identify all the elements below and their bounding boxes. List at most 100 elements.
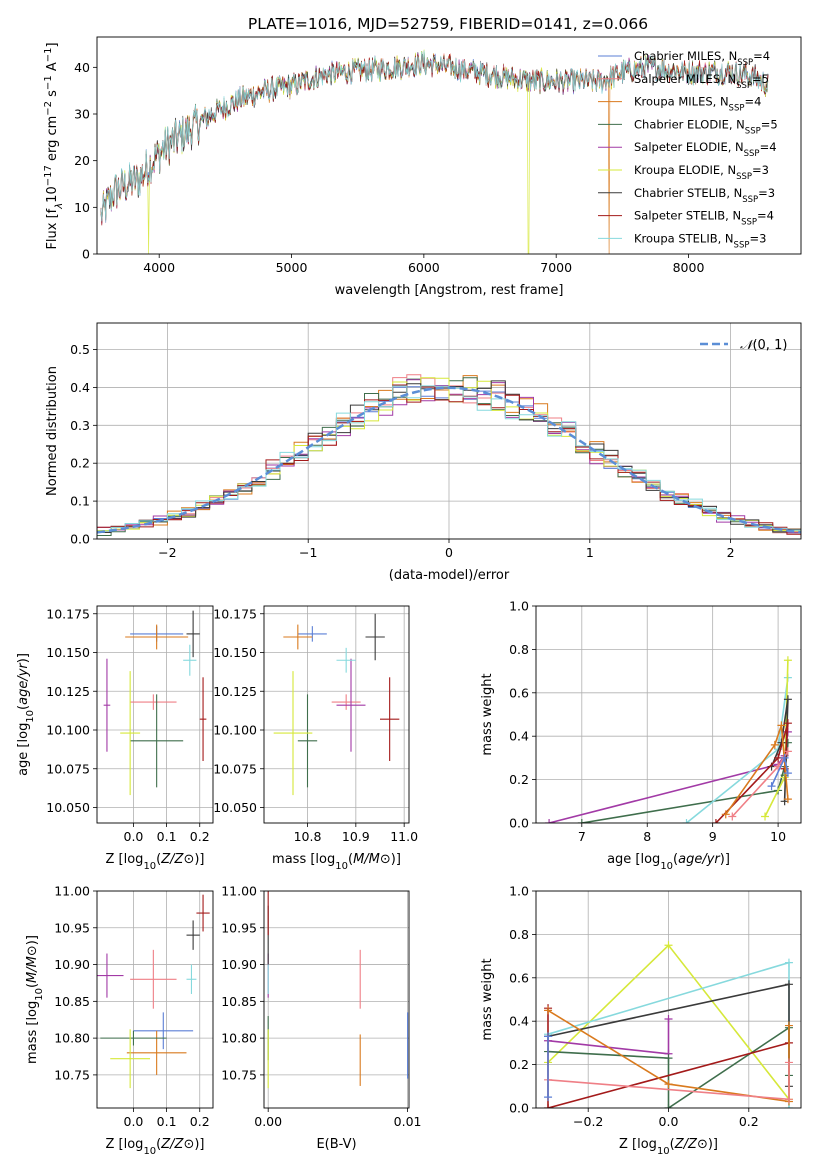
y-tick-label: 10.75 — [54, 1067, 90, 1082]
y-tick-label: 10.85 — [54, 994, 90, 1009]
y-tick-label: 0.8 — [509, 642, 529, 657]
weight-marker — [783, 719, 792, 728]
weight-marker — [784, 1058, 793, 1067]
x-tick-label: 0.2 — [739, 1114, 759, 1129]
y-tick-label: 0.4 — [70, 380, 90, 395]
axis-label: E(B-V) — [316, 1137, 356, 1152]
y-tick-label: 10.175 — [46, 606, 90, 621]
x-tick-label: 11.0 — [390, 829, 418, 844]
weight-marker — [784, 1021, 793, 1030]
x-tick-label: 5000 — [276, 260, 308, 275]
weight-marker — [544, 1006, 553, 1015]
plot-area-spectrum — [100, 49, 769, 254]
weight-marker — [783, 656, 792, 665]
x-tick-label: 10.8 — [294, 829, 322, 844]
axes-weight_vs_Z: −0.2 0.0 0.2 0.0 0.2 0.4 0.6 0.8 1.0 Z [log10(Z/Z… — [480, 884, 802, 1157]
legend-label: Salpeter ELODIE, NSSP=4 — [634, 140, 777, 159]
legend-label: Chabrier STELIB, NSSP=3 — [634, 186, 775, 205]
y-tick-label: 0.4 — [509, 1014, 529, 1029]
x-tick-label: 0.2 — [190, 1114, 210, 1129]
axis-label: age [log10(age/yr)] — [607, 852, 730, 872]
x-tick-label: 0.0 — [659, 1114, 679, 1129]
weight-marker — [664, 1080, 673, 1089]
x-axis-label: (data-model)/error — [389, 568, 510, 583]
y-tick-label: 10.050 — [46, 800, 90, 815]
y-tick-label: 11.00 — [221, 884, 257, 899]
y-tick-label: 10.125 — [213, 684, 257, 699]
y-tick-label: 10.80 — [221, 1031, 257, 1046]
x-tick-label: 9 — [709, 829, 717, 844]
legend-label: Kroupa MILES, NSSP=4 — [634, 95, 761, 114]
plot-area-weight_vs_Z — [536, 891, 801, 1108]
legend-label: Salpeter STELIB, NSSP=4 — [634, 209, 774, 228]
legend-label: Chabrier ELODIE, NSSP=5 — [634, 117, 778, 136]
legend-label: Kroupa ELODIE, NSSP=3 — [634, 163, 769, 182]
y-tick-label: 0.3 — [70, 418, 90, 433]
y-axis-label: Flux [fλ10−17 erg cm−2 s−1 A−1] — [43, 42, 65, 249]
y-tick-label: 10.150 — [46, 645, 90, 660]
y-tick-label: 0.0 — [509, 1101, 529, 1116]
weight-marker — [783, 795, 792, 804]
x-tick-label: 7000 — [540, 260, 572, 275]
y-tick-label: 30 — [74, 107, 90, 122]
y-tick-label: 11.00 — [54, 884, 90, 899]
weight-marker — [664, 941, 673, 950]
y-tick-label: 10.75 — [221, 1067, 257, 1082]
axis-label: Z [log10(Z/Z⊙)] — [619, 1137, 718, 1157]
axes-age_vs_mass: 10.8 10.9 11.0 10.050 10.075 10.100 10.125 10.1… — [213, 605, 418, 872]
weight-marker — [767, 782, 776, 791]
gaussian-curve — [97, 386, 801, 534]
weight-marker — [544, 1032, 553, 1041]
axes-frame — [96, 36, 802, 255]
axes-spectrum: 4000 5000 6000 7000 8000 0 10 20 30 40 Chabrier MI… — [43, 36, 802, 298]
plot-area-weight_vs_age — [536, 606, 801, 823]
x-tick-label: 0.1 — [157, 1114, 177, 1129]
y-tick-label: 0.5 — [70, 342, 90, 357]
axes-frame — [263, 605, 410, 824]
y-axis-label: mass weight — [480, 673, 495, 755]
y-axis-label: Normed distribution — [45, 366, 60, 496]
plot-area-age_vs_mass — [264, 606, 409, 823]
y-tick-label: 10.100 — [46, 723, 90, 738]
y-tick-label: 10.90 — [54, 957, 90, 972]
weight-marker — [721, 810, 730, 819]
axis-label: mass [log10(M/M⊙)] — [25, 935, 45, 1064]
figure-title: PLATE=1016, MJD=52759, FIBERID=0141, z=0… — [248, 15, 648, 33]
axes-frame — [96, 890, 214, 1109]
y-tick-label: 10.95 — [54, 920, 90, 935]
axes-mass_vs_ebv: 0.00 0.01 10.75 10.80 10.85 10.90 10.95 11.00 E(… — [221, 884, 421, 1153]
legend-label: Salpeter MILES, NSSP=5 — [634, 72, 769, 91]
x-tick-label: 10 — [770, 829, 786, 844]
x-tick-label: 8000 — [673, 260, 705, 275]
weight-marker — [783, 769, 792, 778]
x-axis-label: wavelength [Angstrom, rest frame] — [335, 283, 564, 298]
axis-label: Z [log10(Z/Z⊙)] — [106, 852, 205, 872]
weight-marker — [784, 958, 793, 967]
x-tick-label: 0.0 — [124, 829, 144, 844]
y-tick-label: 10.80 — [54, 1031, 90, 1046]
axis-label: mass [log10(M/M⊙)] — [272, 852, 401, 872]
x-tick-label: 8 — [643, 829, 651, 844]
y-tick-label: 0.2 — [509, 772, 529, 787]
x-tick-label: 0.2 — [190, 829, 210, 844]
plot-area-mass_vs_Z — [97, 891, 213, 1108]
weight-marker — [577, 819, 586, 823]
x-tick-label: 7 — [578, 829, 586, 844]
x-tick-label: 1 — [586, 545, 594, 560]
y-tick-label: 10.90 — [221, 957, 257, 972]
weight-marker — [783, 747, 792, 756]
legend-label-gaussian: 𝒩(0, 1) — [740, 338, 787, 353]
y-tick-label: 40 — [74, 60, 90, 75]
histogram-step — [97, 384, 801, 538]
x-tick-label: 6000 — [408, 260, 440, 275]
plot-area-residuals — [97, 323, 801, 539]
y-tick-label: 10.075 — [213, 761, 257, 776]
y-tick-label: 1.0 — [509, 599, 529, 614]
y-tick-label: 10.050 — [213, 800, 257, 815]
y-tick-label: 0.0 — [70, 532, 90, 547]
x-tick-label: 10.9 — [342, 829, 370, 844]
spectrum-line — [100, 50, 769, 223]
y-tick-label: 0.6 — [509, 685, 529, 700]
x-tick-label: 0.1 — [157, 829, 177, 844]
